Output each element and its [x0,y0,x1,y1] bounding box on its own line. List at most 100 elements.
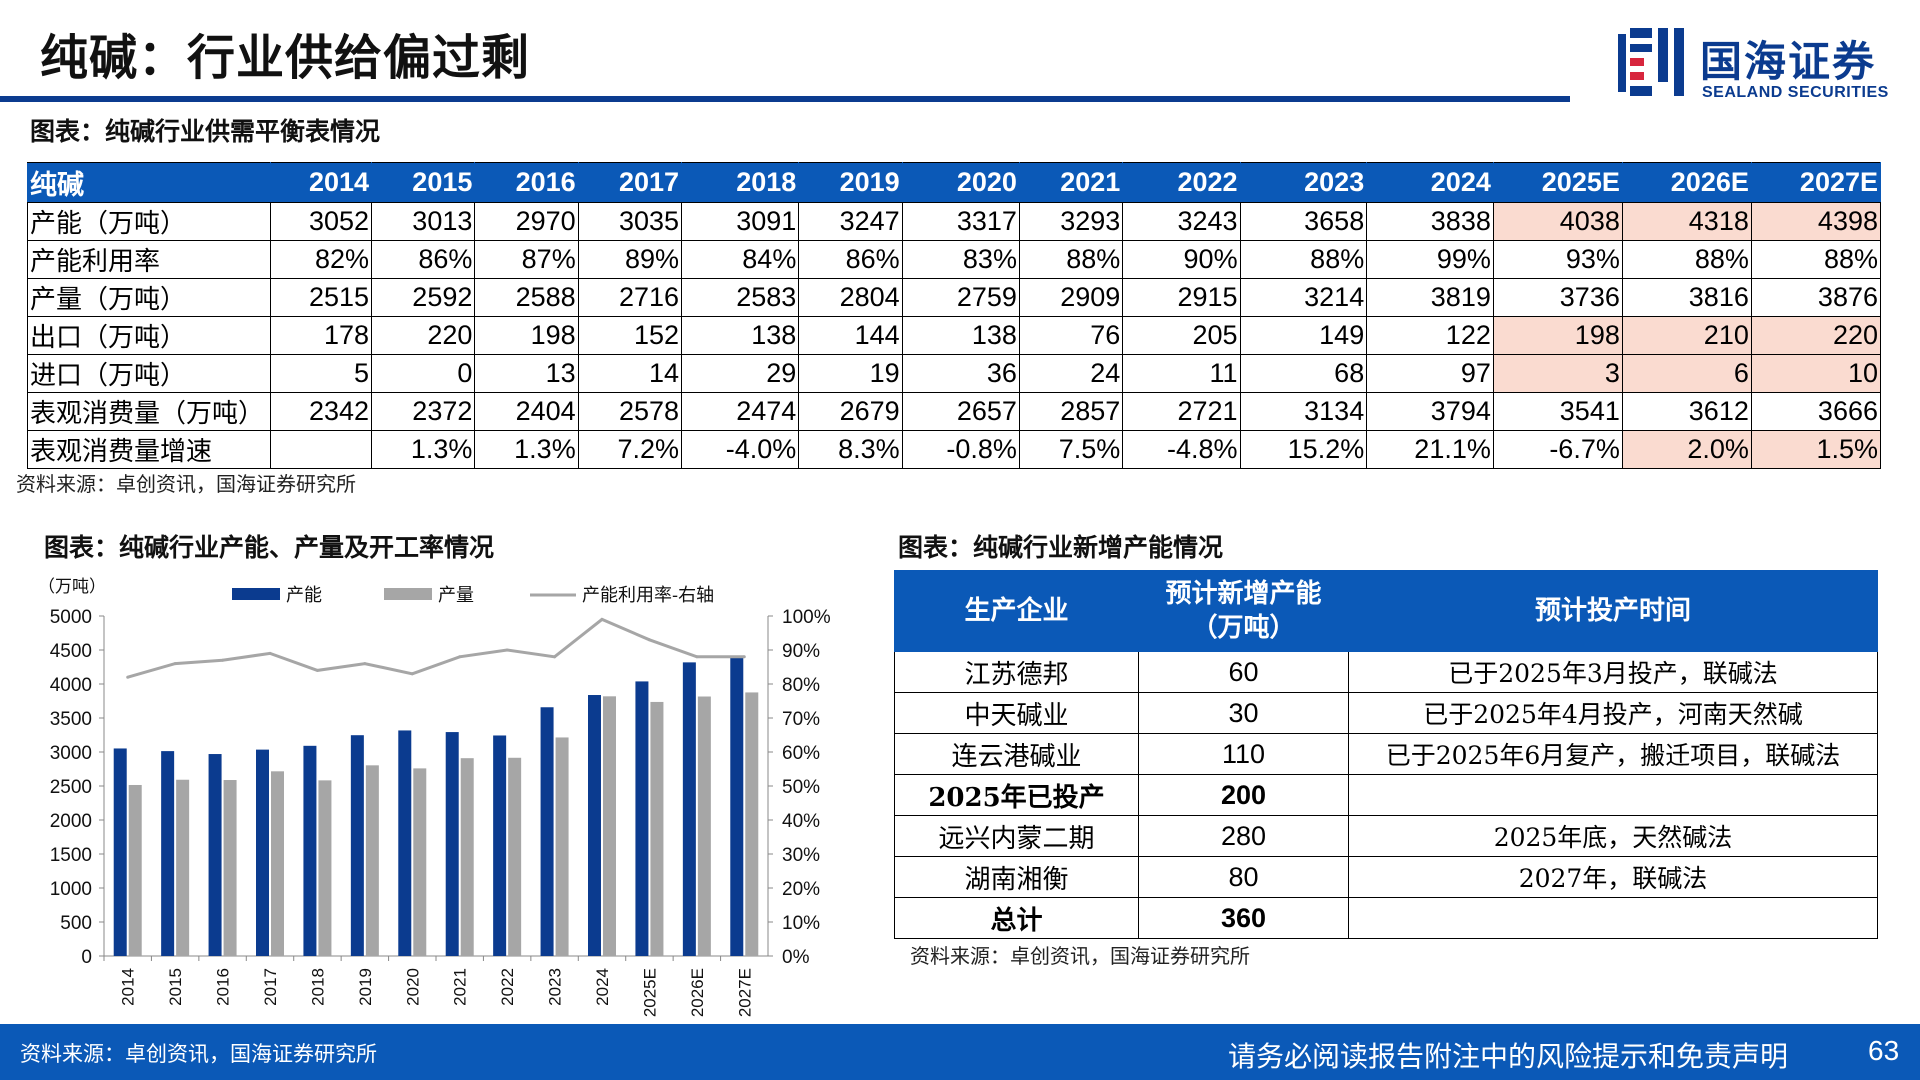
table-cell: 3666 [1750,392,1882,431]
legend-rate-label: 产能利用率-右轴 [582,585,714,606]
table-cell: 6 [1621,354,1752,393]
y-tick-label: 4500 [50,641,92,662]
footer-bar: 资料来源：卓创资讯，国海证券研究所 请务必阅读报告附注中的风险提示和免责声明 6… [0,1024,1920,1080]
capacity-bar [113,748,127,956]
table-cell: 2474 [681,392,800,431]
timing-cell: 已于2025年6月复产，搬迁项目，联碱法 [1348,733,1878,775]
timing-cell [1348,897,1878,939]
output-bar [650,701,664,956]
table-cell: 19 [798,354,903,393]
table-cell: 3214 [1239,278,1368,317]
year-column-header: 2016 [474,162,579,203]
capacity-bar [398,730,412,956]
company-cell: 总计 [894,897,1139,939]
company-cell: 湖南湘衡 [894,856,1139,898]
x-tick-label: 2024 [593,968,612,1006]
table-cell: 97 [1366,354,1494,393]
year-column-header: 2025E [1492,162,1623,203]
table-cell: 13 [474,354,579,393]
x-tick-label: 2025E [640,968,659,1017]
capacity-bar [161,751,175,956]
table-row: 2025年已投产 200 [894,774,1878,816]
table-cell: 24 [1018,354,1124,393]
utilization-point [126,675,130,679]
table-row: 产能（万吨） 3052 3013 2970 3035 3091 3247 3317 3293 32… [27,202,1882,241]
legend-capacity-label: 产能 [286,585,322,606]
x-tick-label: 2022 [498,968,517,1006]
column-header: 预计投产时间 [1348,570,1878,652]
x-tick-label: 2019 [356,968,375,1006]
table-cell: 82% [269,240,373,279]
table-cell: 122 [1366,316,1494,355]
y2-tick-label: 0% [782,947,810,968]
table-cell: 2592 [371,278,476,317]
table-cell [269,430,373,469]
table-cell: 2716 [577,278,683,317]
x-tick-label: 2016 [214,968,233,1006]
table-cell: 3838 [1366,202,1494,241]
table-cell: 21.1% [1366,430,1494,469]
table-cell: 5 [269,354,373,393]
table-cell: 178 [269,316,373,355]
y-tick-label: 1000 [50,879,92,900]
utilization-point [695,655,699,659]
footer-disclaimer: 请务必阅读报告附注中的风险提示和免责声明 [1228,1040,1789,1073]
table-cell: 3819 [1366,278,1494,317]
utilization-point [600,617,604,621]
table-cell: 14 [577,354,683,393]
capacity-bar [350,735,364,956]
table-cell: 152 [577,316,683,355]
y2-tick-label: 30% [782,845,820,866]
year-column-header: 2018 [681,162,800,203]
table-cell: -6.7% [1492,430,1623,469]
title-divider [0,96,1570,102]
row-label-header: 纯碱 [27,162,271,203]
new-capacity-source: 资料来源：卓创资讯，国海证券研究所 [910,944,1250,968]
company-logo: 国海证券 SEALAND SECURITIES [1614,22,1914,104]
table-row: 产量（万吨） 2515 2592 2588 2716 2583 2804 2759 2909 29… [27,278,1882,317]
table-cell: 1.3% [371,430,476,469]
table-cell: 2657 [901,392,1020,431]
table-cell: 3091 [681,202,800,241]
table-cell: 8.3% [798,430,903,469]
table-cell: 2679 [798,392,903,431]
table-row: 连云港碱业 110 已于2025年6月复产，搬迁项目，联碱法 [894,733,1878,775]
year-column-header: 2024 [1366,162,1494,203]
output-bar [555,737,569,956]
row-label: 表观消费量（万吨） [27,392,271,431]
capacity-bar [208,754,222,956]
table-cell: 3612 [1621,392,1752,431]
table-cell: 144 [798,316,903,355]
legend-output-label: 产量 [438,585,474,606]
table-cell: 29 [681,354,800,393]
output-bar [128,784,142,956]
x-tick-label: 2014 [119,968,138,1006]
table-cell: 11 [1122,354,1241,393]
capacity-bar [588,695,601,956]
year-column-header: 2022 [1122,162,1241,203]
table-cell: -4.0% [681,430,800,469]
table-cell: 220 [371,316,476,355]
footer-source: 资料来源：卓创资讯，国海证券研究所 [20,1042,377,1066]
row-label: 产量（万吨） [27,278,271,317]
utilization-point [553,655,557,659]
table-row: 出口（万吨） 178 220 198 152 138 144 138 76 205 149 122 19… [27,316,1882,355]
table-cell: 4318 [1621,202,1752,241]
column-header: 生产企业 [894,570,1139,652]
table-cell: 89% [577,240,683,279]
utilization-point [505,648,509,652]
table-cell: 68 [1239,354,1368,393]
table-cell: 4038 [1492,202,1623,241]
table-cell: 3541 [1492,392,1623,431]
x-tick-label: 2021 [451,968,470,1006]
year-column-header: 2019 [798,162,903,203]
capacity-cell: 200 [1138,774,1349,816]
page-number: 63 [1868,1035,1900,1066]
legend-capacity-swatch [232,588,280,600]
table-cell: 86% [371,240,476,279]
year-column-header: 2023 [1239,162,1368,203]
table-cell: 1.3% [474,430,579,469]
table-cell: 3876 [1750,278,1882,317]
table-cell: 138 [681,316,800,355]
y2-tick-label: 60% [782,743,820,764]
